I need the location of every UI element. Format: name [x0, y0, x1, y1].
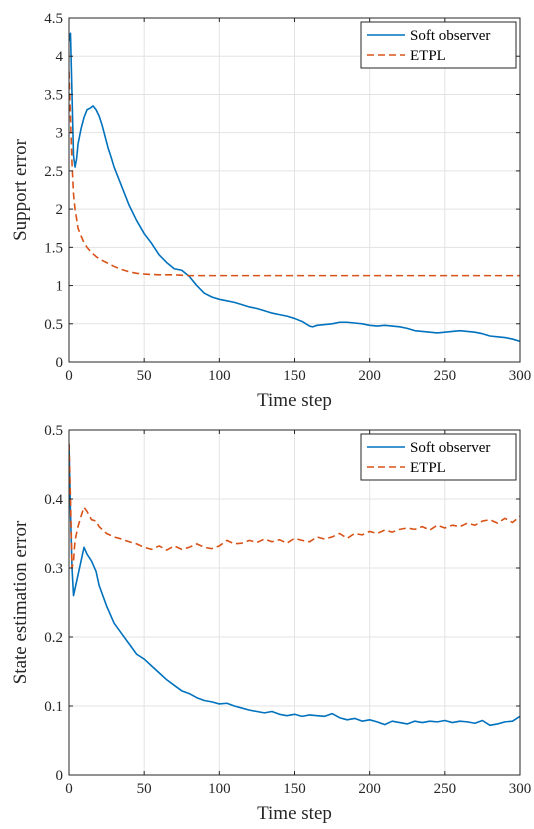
x-tick-label: 150 — [283, 781, 306, 797]
y-tick-label: 0.5 — [44, 317, 63, 333]
y-tick-label: 0.4 — [44, 492, 63, 508]
x-tick-label: 50 — [137, 781, 152, 797]
x-tick-label: 50 — [137, 368, 152, 384]
y-tick-label: 4.5 — [44, 11, 63, 27]
x-tick-label: 100 — [208, 781, 231, 797]
x-axis-label: Time step — [257, 803, 332, 824]
y-tick-label: 0 — [56, 355, 64, 371]
x-tick-label: 150 — [283, 368, 306, 384]
x-tick-label: 200 — [358, 368, 381, 384]
legend-label: Soft observer — [410, 28, 490, 44]
state-estimation-error-chart: 0 50 100 150 200 250 300 0 0.1 0.2 0.3 0.4 0.5 Time s… — [10, 423, 531, 824]
legend-label: ETPL — [410, 460, 446, 476]
y-tick-label: 3 — [56, 126, 64, 142]
y-tick-label: 2 — [56, 202, 64, 218]
y-tick-label: 2.5 — [44, 164, 63, 180]
legend-label: ETPL — [410, 48, 446, 64]
y-tick-label: 4 — [56, 49, 64, 65]
support-error-chart: 0 50 100 150 200 250 300 0 0.5 1 1.5 2 2.5 3 3.5 4 4.5 Ti… — [10, 11, 531, 411]
y-tick-label: 0.5 — [44, 423, 63, 439]
legend-box — [360, 21, 517, 69]
x-tick-label: 300 — [509, 781, 532, 797]
series-line-soft-observer — [69, 443, 520, 727]
y-tick-label: 0.1 — [44, 699, 63, 715]
x-tick-label: 0 — [65, 368, 73, 384]
y-tick-label: 1 — [56, 279, 64, 295]
x-axis-label: Time step — [257, 390, 332, 411]
y-tick-label: 0.3 — [44, 561, 63, 577]
legend-box — [360, 433, 517, 481]
x-tick-label: 100 — [208, 368, 231, 384]
x-tick-label: 250 — [434, 781, 457, 797]
legend: Soft observer ETPL — [360, 21, 517, 69]
y-axis-label: Support error — [10, 138, 31, 241]
y-tick-label: 0 — [56, 768, 64, 784]
x-tick-label: 250 — [434, 368, 457, 384]
x-tick-label: 0 — [65, 781, 73, 797]
legend: Soft observer ETPL — [360, 433, 517, 481]
legend-label: Soft observer — [410, 440, 490, 456]
y-tick-label: 3.5 — [44, 87, 63, 103]
x-tick-label: 200 — [358, 781, 381, 797]
y-axis-label: State estimation error — [10, 520, 31, 684]
y-tick-label: 1.5 — [44, 240, 63, 256]
series-line-etpl — [69, 71, 520, 277]
series-line-soft-observer — [69, 32, 520, 343]
series-line-etpl — [69, 443, 520, 569]
y-tick-label: 0.2 — [44, 630, 63, 646]
x-tick-label: 300 — [509, 368, 532, 384]
